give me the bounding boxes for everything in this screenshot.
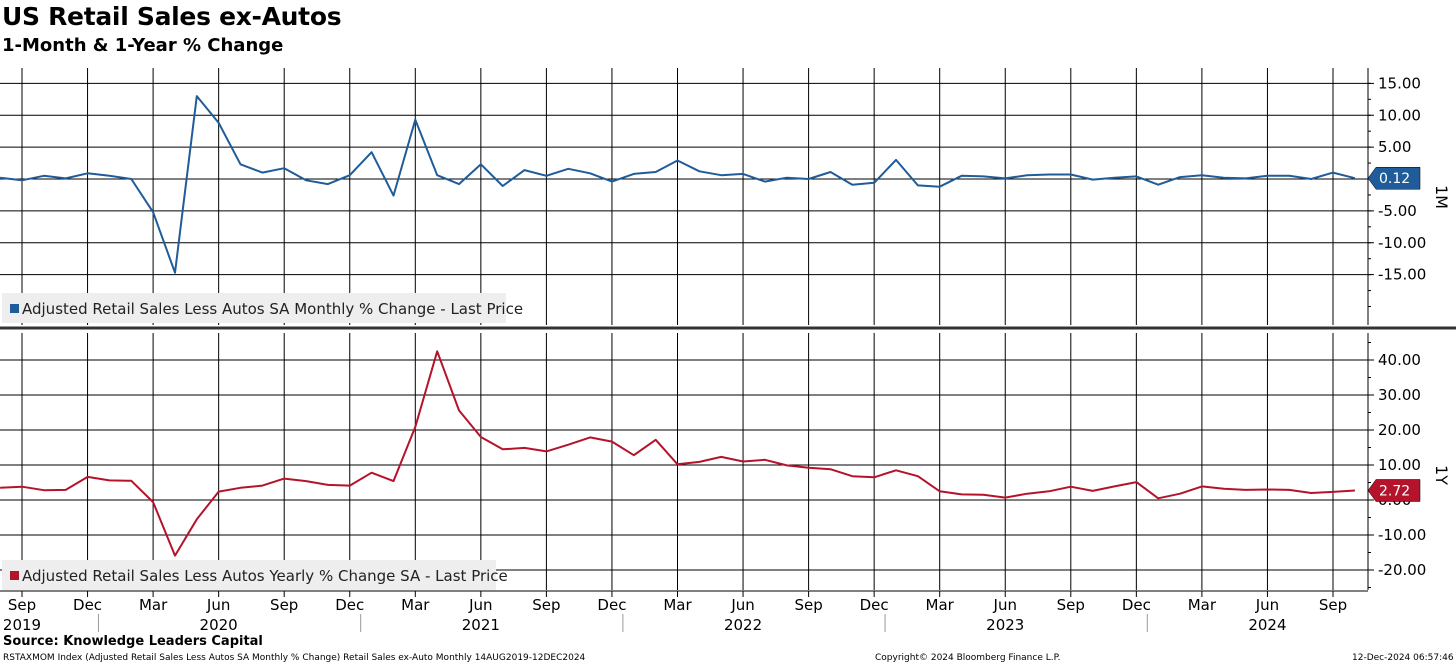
x-month-label: Mar xyxy=(663,596,692,614)
x-year-label: 2021 xyxy=(462,616,500,634)
x-month-label: Dec xyxy=(597,596,626,614)
panel-label: 1M xyxy=(1432,185,1451,209)
x-month-label: Sep xyxy=(1319,596,1347,614)
x-month-label: Dec xyxy=(335,596,364,614)
last-value-badge-bg xyxy=(1367,479,1421,502)
x-month-label: Jun xyxy=(1255,596,1279,614)
legend-box xyxy=(2,293,506,323)
x-month-label: Dec xyxy=(1122,596,1151,614)
chart-subtitle: 1-Month & 1-Year % Change xyxy=(2,35,284,56)
x-month-label: Sep xyxy=(1057,596,1085,614)
last-value-label: 2.72 xyxy=(1379,483,1410,499)
legend-label: Adjusted Retail Sales Less Autos SA Mont… xyxy=(22,300,523,318)
copyright-note: Copyright© 2024 Bloomberg Finance L.P. xyxy=(875,653,1061,663)
x-month-label: Dec xyxy=(860,596,889,614)
y-tick-label: 40.00 xyxy=(1378,351,1421,369)
last-value-badge-bg xyxy=(1367,166,1421,190)
source-note: Source: Knowledge Leaders Capital xyxy=(3,634,263,649)
panel-label: 1Y xyxy=(1432,465,1451,485)
last-value-badge: 2.72 xyxy=(1367,479,1421,502)
x-month-label: Sep xyxy=(8,596,36,614)
series-line xyxy=(0,350,1355,557)
legend-box xyxy=(2,560,496,590)
x-month-label: Jun xyxy=(206,596,230,614)
x-month-label: Mar xyxy=(139,596,168,614)
y-tick-label: 10.00 xyxy=(1378,106,1421,124)
legend: Adjusted Retail Sales Less Autos Yearly … xyxy=(2,560,508,590)
x-year-label: 2022 xyxy=(724,616,762,634)
y-tick-label: -15.00 xyxy=(1378,266,1426,284)
legend-layer: Adjusted Retail Sales Less Autos SA Mont… xyxy=(2,293,523,590)
x-month-label: Jun xyxy=(730,596,754,614)
x-month-label: Sep xyxy=(794,596,822,614)
y-tick-label: 15.00 xyxy=(1378,74,1421,92)
series-layer xyxy=(0,95,1356,557)
legend-label: Adjusted Retail Sales Less Autos Yearly … xyxy=(22,567,508,585)
x-month-label: Sep xyxy=(270,596,298,614)
axis-layer: 15.0010.005.000.00-5.00-10.00-15.000.121… xyxy=(0,68,1456,634)
y-tick-label: 10.00 xyxy=(1378,456,1421,474)
chart-title: US Retail Sales ex-Autos xyxy=(2,2,342,31)
x-month-label: Mar xyxy=(401,596,430,614)
y-tick-label: -10.00 xyxy=(1378,526,1426,544)
y-tick-label: -5.00 xyxy=(1378,202,1417,220)
legend: Adjusted Retail Sales Less Autos SA Mont… xyxy=(2,293,523,323)
y-tick-label: -20.00 xyxy=(1378,561,1426,579)
grid-layer xyxy=(0,68,1368,590)
x-month-label: Jun xyxy=(468,596,492,614)
x-month-label: Sep xyxy=(532,596,560,614)
last-value-badge: 0.12 xyxy=(1367,166,1421,190)
y-tick-label: 30.00 xyxy=(1378,386,1421,404)
x-year-label: 2020 xyxy=(200,616,238,634)
last-value-label: 0.12 xyxy=(1379,171,1410,187)
x-month-label: Mar xyxy=(926,596,955,614)
x-month-label: Dec xyxy=(73,596,102,614)
ticker-note: RSTAXMOM Index (Adjusted Retail Sales Le… xyxy=(3,653,586,663)
y-tick-label: -10.00 xyxy=(1378,234,1426,252)
y-tick-label: 5.00 xyxy=(1378,138,1411,156)
timestamp-note: 12-Dec-2024 06:57:46 xyxy=(1352,653,1454,663)
legend-swatch xyxy=(10,304,19,313)
legend-swatch xyxy=(10,571,19,580)
x-year-label: 2023 xyxy=(986,616,1024,634)
series-line xyxy=(0,95,1356,274)
y-tick-label: 20.00 xyxy=(1378,421,1421,439)
x-month-label: Mar xyxy=(1188,596,1217,614)
x-month-label: Jun xyxy=(993,596,1017,614)
x-year-label: 2019 xyxy=(3,616,41,634)
x-year-label: 2024 xyxy=(1248,616,1286,634)
